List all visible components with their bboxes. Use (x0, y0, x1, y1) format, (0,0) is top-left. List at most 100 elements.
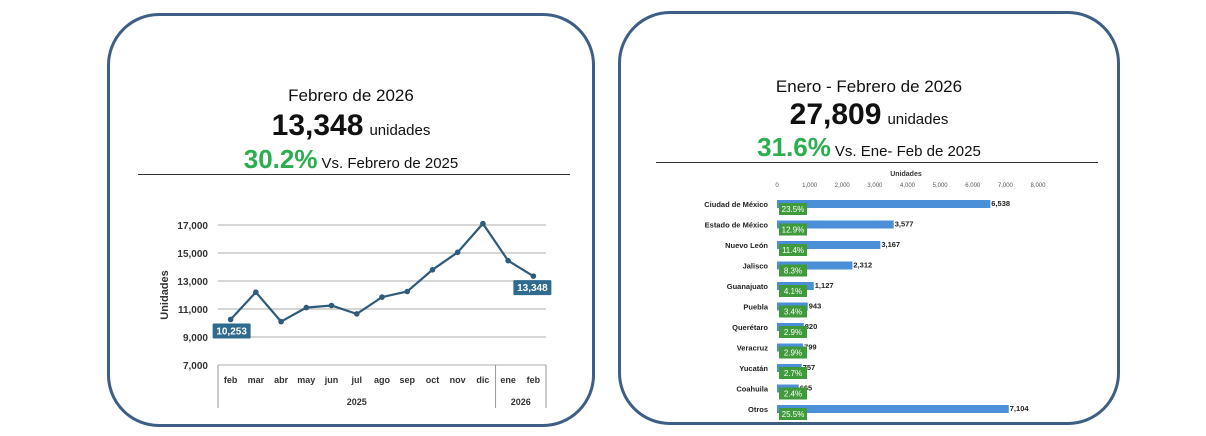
x-tick-label: 8,000 (1030, 183, 1046, 189)
category-label: Puebla (743, 303, 768, 312)
x-tick-label: 2,000 (835, 183, 851, 189)
category-label: Nuevo León (725, 241, 768, 250)
data-label-box (513, 280, 552, 296)
x-group-label: 2025 (347, 397, 367, 407)
x-tick-label: oct (426, 375, 440, 385)
x-tick-label: ene (500, 375, 516, 385)
bar (777, 261, 853, 270)
share-label: 2.4% (784, 390, 802, 399)
data-point (253, 289, 259, 296)
share-label: 8.3% (784, 267, 802, 276)
x-tick-label: abr (274, 375, 289, 385)
x-tick-label: feb (527, 375, 541, 385)
data-point (530, 273, 537, 279)
data-point (353, 311, 360, 317)
data-point (505, 257, 511, 264)
x-tick-label: dic (476, 375, 489, 385)
share-label: 4.1% (784, 287, 802, 296)
ytd-total-unit: unidades (887, 111, 949, 128)
y-tick-label: 13,000 (177, 277, 208, 288)
share-label: 23.5% (782, 205, 805, 214)
bar-value-label: 1,127 (815, 281, 834, 290)
x-tick-label: 7,000 (998, 183, 1014, 189)
category-label: Ciudad de México (704, 200, 768, 209)
monthly-sales-card: Febrero de 2026 13,348 unidades 30.2% Vs. … (107, 13, 595, 427)
share-label: 11.4% (782, 246, 804, 255)
share-label: 2.7% (784, 369, 802, 378)
bar (777, 200, 991, 208)
bar-value-label: 2,312 (853, 261, 872, 270)
ytd-change-row: 31.6% Vs. Ene- Feb de 2025 (621, 132, 1117, 163)
bar-value-label: 6,538 (991, 199, 1010, 208)
bar-value-label: 820 (805, 322, 818, 331)
share-box (779, 346, 807, 359)
bar (777, 220, 894, 229)
x-tick-label: may (297, 375, 315, 385)
x-tick-label: 4,000 (900, 183, 916, 189)
data-label: 10,253 (216, 326, 247, 337)
data-point (454, 249, 461, 256)
series-line (229, 221, 534, 323)
data-point (227, 316, 234, 323)
ytd-total-row: 27,809 unidades (621, 98, 1117, 132)
category-label: Yucatán (739, 364, 768, 373)
y-axis-title: Unidades (159, 270, 171, 320)
data-point (379, 294, 385, 300)
y-tick-label: 7,000 (183, 361, 208, 372)
share-box (779, 244, 807, 256)
category-label: Jalisco (743, 262, 769, 271)
data-point (303, 304, 310, 311)
data-point (480, 220, 486, 227)
x-tick-label: 1,000 (802, 183, 818, 189)
x-tick-label: jul (351, 375, 363, 385)
ytd-change-pct: 31.6% (757, 132, 831, 162)
monthly-change-pct: 30.2% (243, 144, 318, 174)
ytd-total-value: 27,809 (789, 98, 882, 131)
data-point (278, 318, 284, 325)
share-box (779, 223, 807, 236)
bar (777, 241, 881, 249)
monthly-total-value: 13,348 (271, 109, 364, 142)
share-box (779, 326, 807, 338)
x-tick-label: ago (374, 375, 391, 385)
ytd-sales-card: Enero - Febrero de 2026 27,809 unidades 3… (618, 11, 1120, 425)
x-tick-label: nov (450, 375, 466, 385)
category-label: Querétaro (732, 323, 768, 332)
data-point (429, 267, 436, 273)
monthly-total-unit: unidades (369, 122, 431, 139)
monthly-period-label: Febrero de 2026 (288, 86, 414, 105)
share-label: 12.9% (782, 226, 805, 235)
x-tick-label: 6,000 (965, 183, 981, 189)
share-label: 25.5% (782, 410, 805, 419)
bar-value-label: 799 (804, 343, 817, 352)
share-box (779, 387, 807, 400)
y-tick-label: 9,000 (183, 333, 208, 344)
y-tick-label: 17,000 (177, 221, 208, 232)
ytd-comparison-label: Vs. Ene- Feb de 2025 (834, 143, 981, 160)
category-label: Coahuila (736, 385, 768, 394)
monthly-header-divider (138, 174, 570, 175)
ytd-period-label: Enero - Febrero de 2026 (775, 77, 963, 96)
bar-value-label: 7,104 (1010, 404, 1030, 413)
data-label: 13,348 (517, 283, 548, 294)
share-label: 2.9% (784, 349, 802, 358)
bar-value-label: 943 (809, 302, 822, 311)
share-box (779, 408, 807, 420)
monthly-change-row: 30.2% Vs. Febrero de 2025 (110, 144, 592, 175)
category-label: Otros (748, 405, 768, 414)
bar-value-label: 757 (803, 363, 816, 372)
x-tick-label: 0 (775, 183, 779, 189)
share-label: 3.4% (784, 308, 802, 317)
category-label: Guanajuato (727, 282, 769, 291)
y-tick-label: 15,000 (177, 249, 208, 260)
x-axis-title: Unidades (890, 171, 922, 178)
x-tick-label: 5,000 (933, 183, 949, 189)
share-box (779, 367, 807, 379)
y-tick-label: 11,000 (178, 305, 208, 316)
x-tick-label: feb (224, 375, 238, 385)
bar-value-label: 3,167 (881, 240, 900, 249)
data-label-box (212, 323, 251, 339)
bar (777, 405, 1009, 413)
x-tick-label: jun (324, 375, 339, 385)
